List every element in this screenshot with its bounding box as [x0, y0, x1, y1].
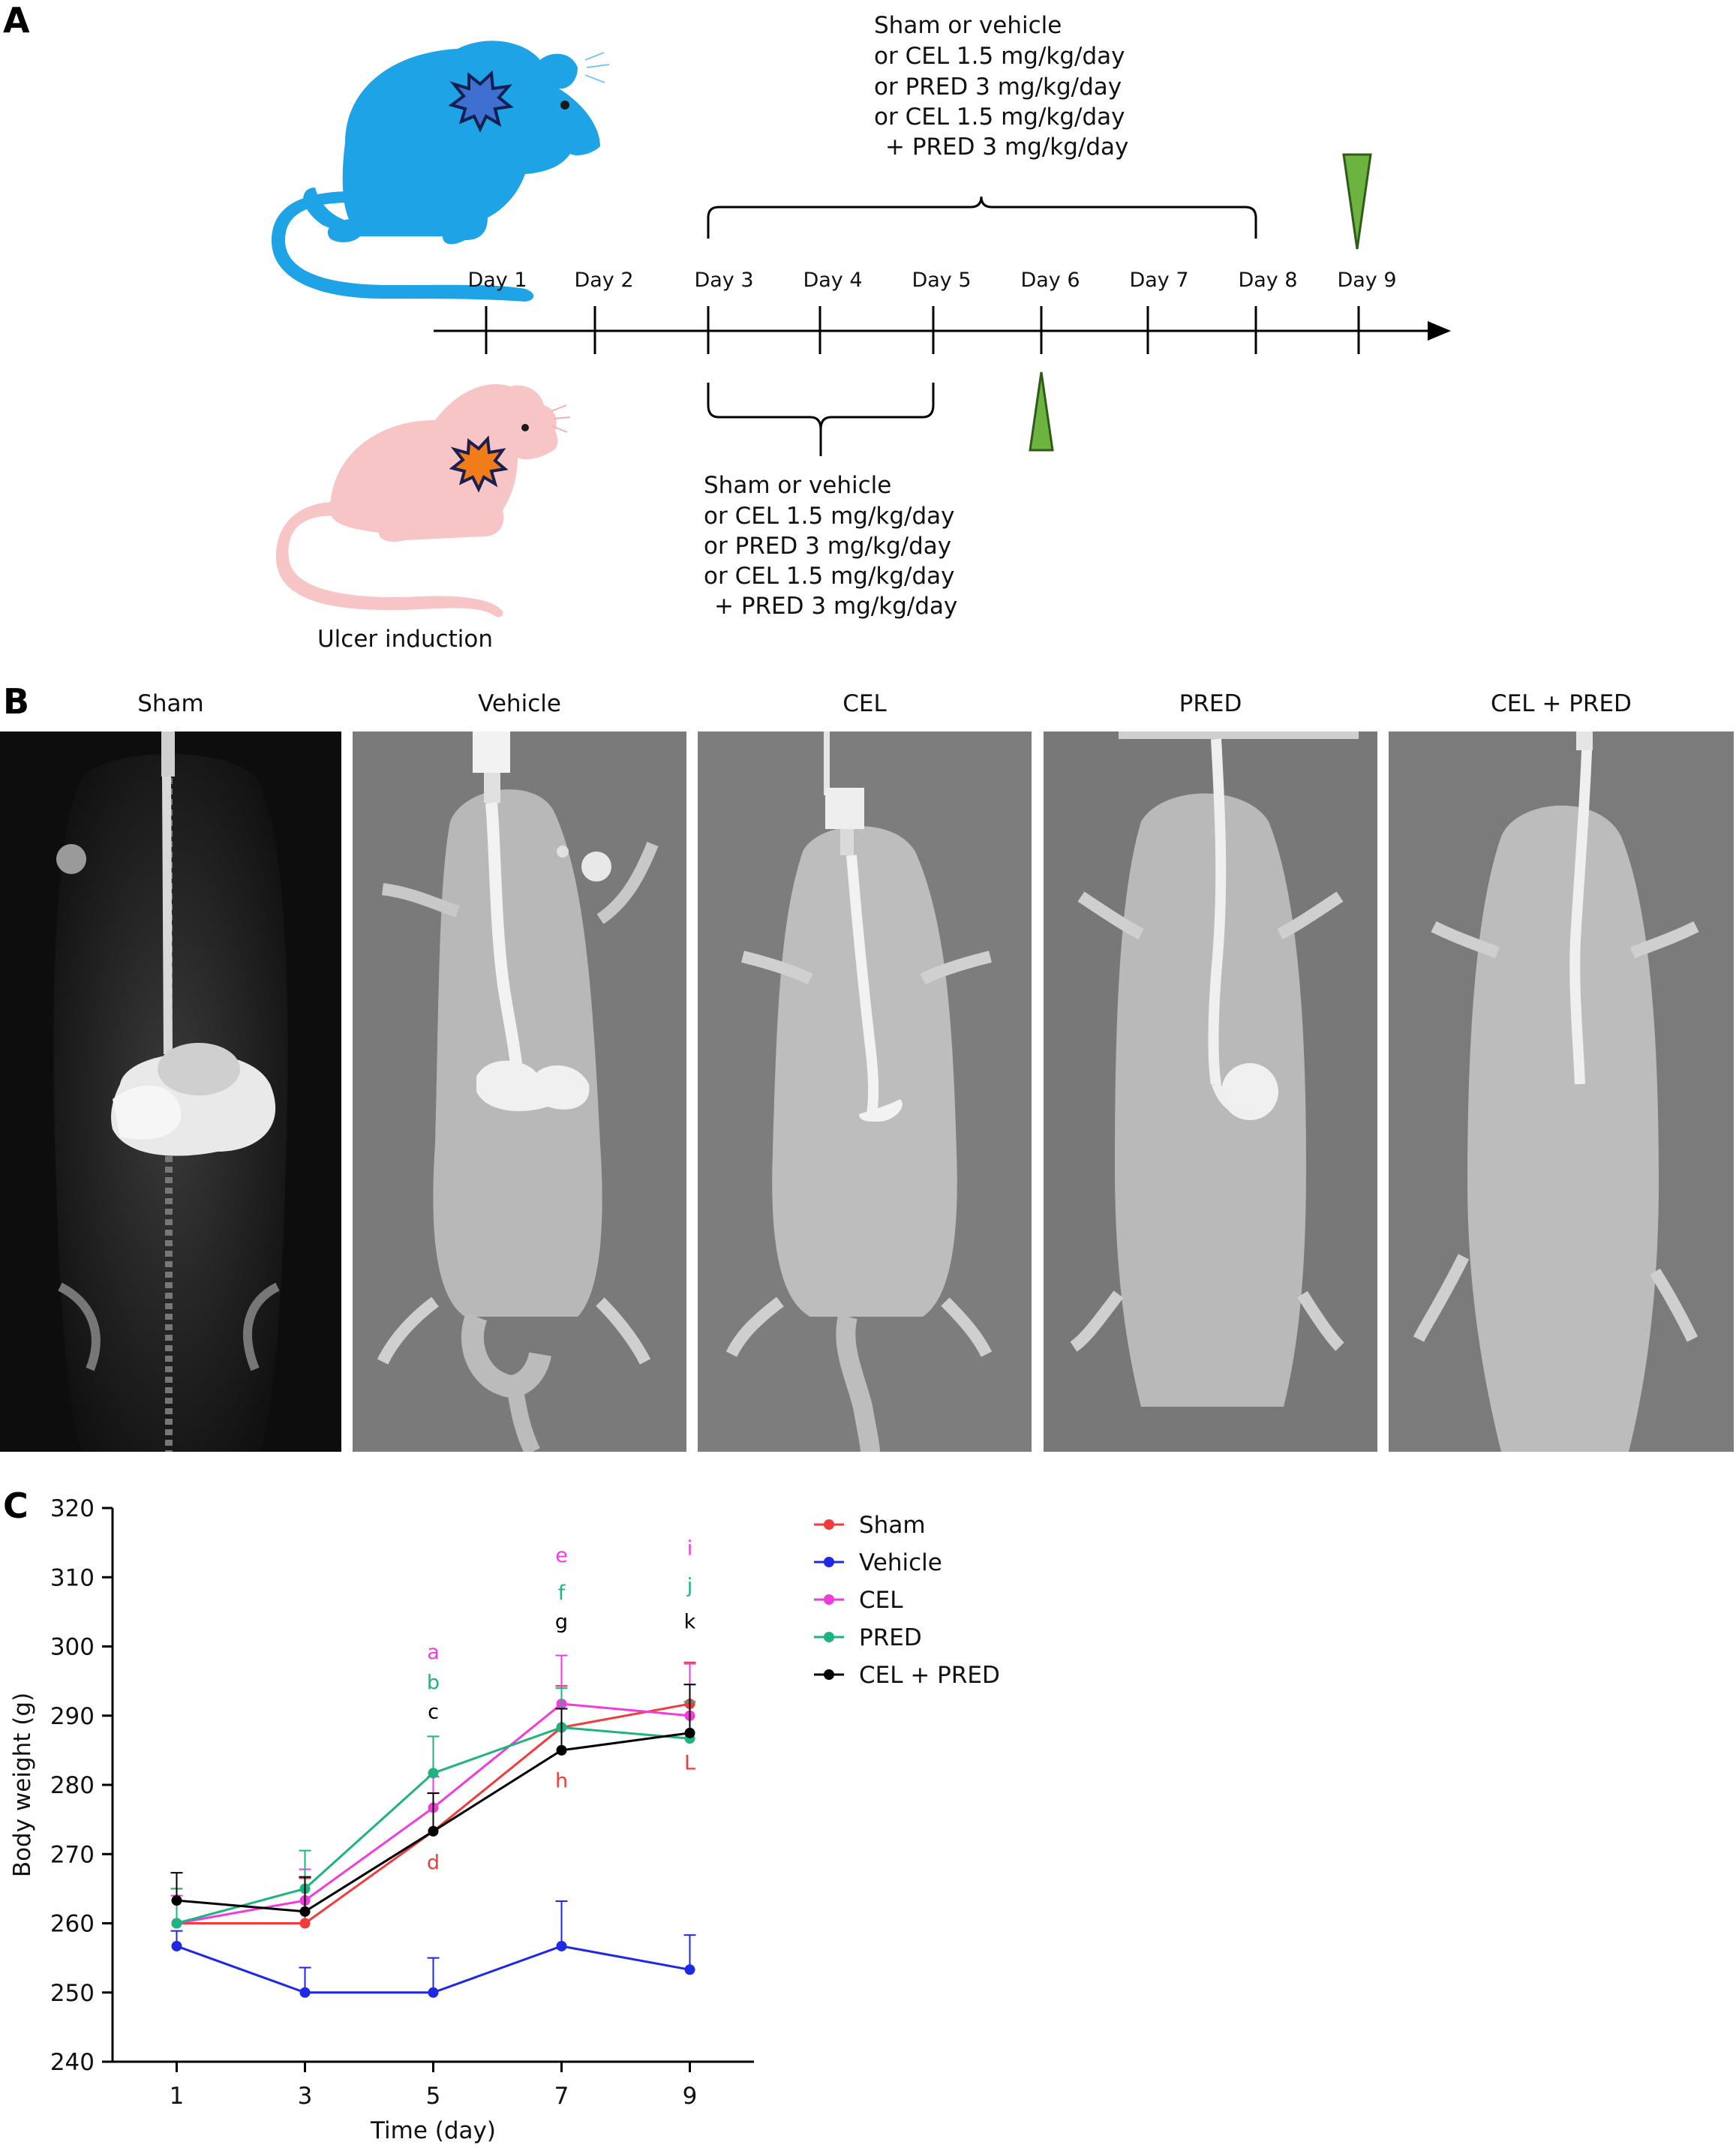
day-label: Day 2: [574, 269, 633, 292]
data-point-vehicle: [428, 1987, 439, 1998]
significance-letter: c: [428, 1700, 439, 1723]
day-label: Day 7: [1129, 269, 1188, 292]
day-label: Day 8: [1238, 269, 1297, 292]
day-label: Day 6: [1020, 269, 1080, 292]
day-label: Day 5: [912, 269, 971, 292]
top-treatment-line: or CEL 1.5 mg/kg/day: [874, 43, 1125, 70]
significance-letter: k: [684, 1611, 696, 1634]
top-treatment-line: or PRED 3 mg/kg/day: [874, 74, 1122, 101]
x-tick-label: 3: [298, 2083, 313, 2110]
top-treatment-brace: [707, 196, 1257, 239]
bottom-treatment-line: + PRED 3 mg/kg/day: [714, 593, 957, 620]
panel-letter-b: B: [3, 681, 30, 722]
legend-entry: Sham: [859, 1512, 926, 1539]
timeline-ticks: [485, 306, 1360, 354]
x-tick-label: 5: [426, 2083, 441, 2110]
day6-endpoint-marker: [1029, 371, 1054, 452]
y-tick-label: 320: [50, 1495, 95, 1522]
xray-title-cel-pred: CEL + PRED: [1491, 690, 1632, 717]
x-tick-label: 1: [170, 2083, 185, 2110]
significance-letter: g: [555, 1611, 568, 1634]
pink-rat-illustration: [275, 384, 571, 617]
blue-rat-illustration: [271, 41, 610, 302]
legend-swatch-dot: [824, 1519, 834, 1530]
panel-letter-c: C: [3, 1486, 29, 1526]
y-tick-label: 270: [50, 1841, 95, 1868]
data-point-cel-pred: [171, 1895, 182, 1906]
bottom-treatment-line: or CEL 1.5 mg/kg/day: [704, 563, 955, 590]
legend-entry: CEL: [859, 1587, 903, 1614]
data-point-vehicle: [171, 1940, 182, 1951]
y-tick-label: 310: [50, 1564, 95, 1591]
significance-letter: b: [427, 1672, 440, 1695]
ulcer-marker-blue: [448, 70, 514, 133]
day-label: Day 1: [467, 269, 527, 292]
data-point-sham: [299, 1918, 311, 1929]
xray-image-cel: [698, 732, 1032, 1452]
y-tick-label: 240: [50, 2049, 95, 2076]
panel-b-xrays: Sham Vehicle CEL PRED CEL + PRED: [0, 690, 1736, 1456]
top-treatment-line: + PRED 3 mg/kg/day: [885, 134, 1128, 161]
y-tick-label: 250: [50, 1980, 95, 2007]
bottom-treatment-line: Sham or vehicle: [704, 472, 891, 499]
legend-entry: PRED: [859, 1624, 922, 1651]
bottom-treatment-brace: [707, 383, 935, 456]
legend-swatch-dot: [824, 1557, 834, 1567]
timeline-arrowhead: [1428, 321, 1451, 341]
data-point-vehicle: [299, 1987, 311, 1998]
significance-letter: L: [684, 1752, 695, 1775]
data-point-cel-pred: [684, 1727, 695, 1738]
panel-letter-a: A: [3, 0, 30, 41]
day9-endpoint-marker: [1342, 153, 1372, 250]
y-tick-label: 260: [50, 1911, 95, 1938]
data-point-vehicle: [556, 1940, 567, 1951]
x-tick-label: 7: [554, 2083, 569, 2110]
significance-letter: f: [558, 1582, 566, 1605]
significance-letter: j: [686, 1575, 693, 1598]
y-tick-label: 290: [50, 1703, 95, 1730]
day-label: Day 3: [694, 269, 753, 292]
xray-title-cel: CEL: [842, 690, 887, 717]
panel-a-timeline: Ulcer induction Day 1 Day 2 Day 3 Day 4 …: [271, 12, 1451, 653]
significance-letter: h: [555, 1770, 568, 1793]
y-tick-label: 300: [50, 1634, 95, 1661]
legend-swatch-dot: [824, 1669, 834, 1680]
xray-image-pred: [1044, 732, 1377, 1452]
x-axis-label: Time (day): [370, 2117, 496, 2144]
day-label: Day 9: [1337, 269, 1396, 292]
legend-entry: Vehicle: [859, 1549, 942, 1576]
y-axis-label: Body weight (g): [9, 1693, 36, 1877]
legend-entry: CEL + PRED: [859, 1662, 1000, 1689]
day-label: Day 4: [803, 269, 862, 292]
ulcer-induction-label: Ulcer induction: [317, 626, 493, 653]
significance-letter: i: [687, 1537, 693, 1561]
significance-letter: d: [427, 1852, 440, 1875]
xray-title-vehicle: Vehicle: [478, 690, 561, 717]
ulcer-marker-orange: [449, 435, 509, 493]
significance-letter: e: [555, 1544, 568, 1567]
xray-image-vehicle: [353, 732, 686, 1452]
data-point-cel-pred: [556, 1744, 567, 1756]
xray-title-sham: Sham: [137, 690, 204, 717]
panel-c-chart: 240 250 260 270 280 290 300 310 320 1 3 5 7 9 Time (da…: [9, 1495, 1000, 2144]
bottom-treatment-line: or PRED 3 mg/kg/day: [704, 533, 951, 560]
xray-image-sham: [0, 732, 341, 1452]
bottom-treatment-line: or CEL 1.5 mg/kg/day: [704, 503, 955, 530]
y-tick-label: 280: [50, 1772, 95, 1799]
data-point-vehicle: [684, 1964, 695, 1975]
x-tick-label: 9: [683, 2083, 698, 2110]
data-point-pred: [428, 1768, 439, 1779]
legend-swatch-dot: [824, 1594, 834, 1605]
data-point-cel-pred: [428, 1825, 439, 1837]
xray-image-cel-pred: [1389, 732, 1734, 1452]
significance-letter: a: [427, 1641, 440, 1664]
xray-title-pred: PRED: [1179, 690, 1242, 717]
legend-swatch-dot: [824, 1632, 834, 1642]
data-point-pred: [171, 1918, 182, 1929]
data-point-cel-pred: [299, 1906, 311, 1917]
top-treatment-line: Sham or vehicle: [874, 12, 1062, 39]
top-treatment-line: or CEL 1.5 mg/kg/day: [874, 104, 1125, 131]
